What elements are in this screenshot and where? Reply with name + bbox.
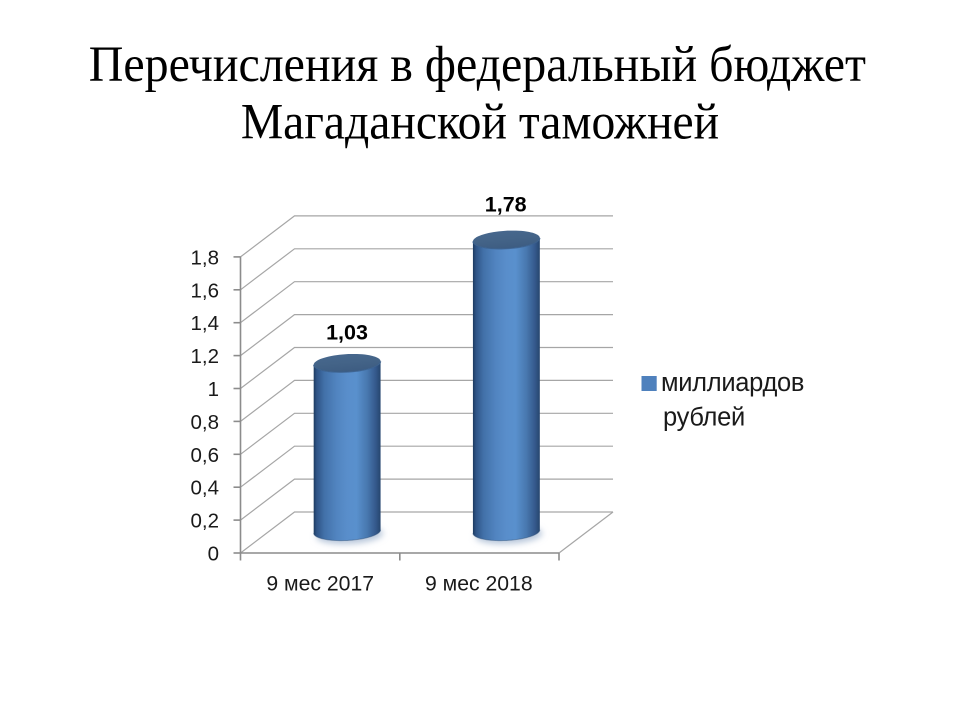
svg-text:9 мес 2017: 9 мес 2017 — [266, 572, 374, 595]
svg-text:Магаданской таможней: Магаданской таможней — [241, 93, 719, 149]
svg-text:миллиардов: миллиардов — [661, 369, 804, 397]
svg-text:1,03: 1,03 — [326, 320, 368, 344]
svg-text:1,78: 1,78 — [485, 193, 527, 217]
svg-text:1: 1 — [208, 378, 219, 401]
svg-text:1,4: 1,4 — [191, 312, 220, 335]
svg-text:1,8: 1,8 — [191, 246, 220, 269]
svg-text:рублей: рублей — [663, 403, 745, 431]
svg-text:1,6: 1,6 — [191, 279, 220, 302]
svg-text:9 мес 2018: 9 мес 2018 — [425, 572, 533, 595]
svg-text:Перечисления в федеральный бюд: Перечисления в федеральный бюджет — [89, 36, 866, 92]
svg-text:1,2: 1,2 — [191, 345, 220, 368]
svg-text:0,2: 0,2 — [191, 510, 220, 533]
svg-text:0,4: 0,4 — [191, 477, 220, 500]
svg-text:0,8: 0,8 — [191, 411, 220, 434]
svg-text:0,6: 0,6 — [191, 444, 220, 467]
svg-text:0: 0 — [208, 543, 219, 566]
